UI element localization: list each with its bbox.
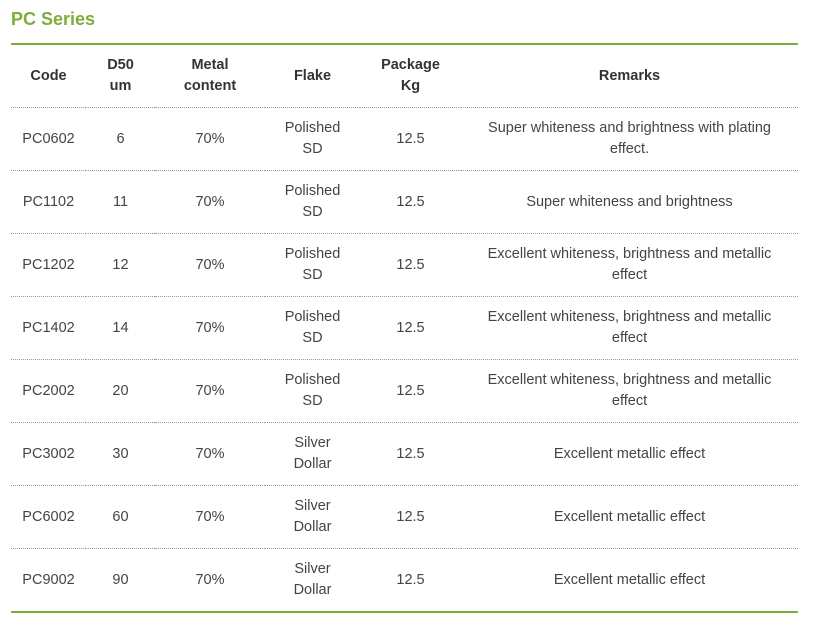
cell-package: 12.5: [360, 107, 461, 171]
cell-metal-content: 70%: [155, 485, 265, 549]
table-row: PC1102 11 70% Polished SD 12.5 Super whiteness…: [11, 170, 798, 234]
cell-package: 12.5: [360, 422, 461, 486]
cell-flake: Polished SD: [265, 233, 360, 297]
table-row: PC1402 14 70% Polished SD 12.5 Excellent white…: [11, 296, 798, 360]
cell-metal-content: 70%: [155, 107, 265, 171]
cell-flake: Silver Dollar: [293, 561, 332, 598]
cell-remarks: Excellent metallic effect: [461, 422, 798, 486]
cell-remarks: Excellent metallic effect: [553, 571, 706, 588]
cell-package: 12.5: [360, 233, 461, 297]
cell-code: PC0602: [11, 107, 86, 171]
cell-metal-content: 70%: [155, 359, 265, 423]
cell-code: PC1202: [11, 233, 86, 297]
header-flake: Flake: [265, 44, 360, 108]
cell-remarks: Super whiteness and brightness with plat…: [461, 107, 798, 171]
cell-flake: Polished SD: [265, 359, 360, 423]
table-row: PC9002 90 70% Silver Dollar 12.5 Excellent met…: [11, 549, 798, 613]
cell-metal-content: 70%: [195, 571, 225, 588]
cell-d50: 30: [86, 422, 155, 486]
header-remarks: Remarks: [461, 44, 798, 108]
cell-d50: 14: [86, 296, 155, 360]
cell-remarks: Excellent whiteness, brightness and meta…: [461, 296, 798, 360]
cell-d50: 6: [86, 107, 155, 171]
cell-flake: Polished SD: [265, 170, 360, 234]
cell-flake: Polished SD: [265, 296, 360, 360]
cell-d50: 12: [86, 233, 155, 297]
cell-flake: Polished SD: [265, 107, 360, 171]
cell-d50: 11: [86, 170, 155, 234]
cell-code: PC6002: [11, 485, 86, 549]
cell-metal-content: 70%: [155, 170, 265, 234]
cell-d50: 60: [86, 485, 155, 549]
cell-code: PC1102: [11, 170, 86, 234]
cell-metal-content: 70%: [155, 422, 265, 486]
header-d50: D50 um: [86, 44, 155, 108]
cell-flake: Silver Dollar: [265, 485, 360, 549]
cell-remarks: Excellent whiteness, brightness and meta…: [461, 233, 798, 297]
cell-remarks: Excellent whiteness, brightness and meta…: [461, 359, 798, 423]
cell-d50: 20: [86, 359, 155, 423]
cell-remarks: Super whiteness and brightness: [461, 170, 798, 234]
header-package: Package Kg: [360, 44, 461, 108]
table-row: PC6002 60 70% Silver Dollar 12.5 Excellent met…: [11, 485, 798, 549]
table-body: PC0602 6 70% Polished SD 12.5 Super whiteness …: [11, 107, 798, 613]
cell-code: PC9002: [22, 571, 75, 588]
table-row: PC2002 20 70% Polished SD 12.5 Excellent white…: [11, 359, 798, 423]
table-row: PC0602 6 70% Polished SD 12.5 Super whiteness …: [11, 107, 798, 171]
cell-code: PC2002: [11, 359, 86, 423]
cell-package: 12.5: [360, 485, 461, 549]
cell-package: 12.5: [360, 296, 461, 360]
cell-d50: 90: [112, 571, 129, 588]
cell-code: PC3002: [11, 422, 86, 486]
cell-metal-content: 70%: [155, 233, 265, 297]
pc-series-table: Code D50 um Metal content Flake Package Kg …: [11, 43, 798, 613]
cell-package: 12.5: [360, 359, 461, 423]
cell-code: PC1402: [11, 296, 86, 360]
cell-metal-content: 70%: [155, 296, 265, 360]
cell-remarks: Excellent metallic effect: [461, 485, 798, 549]
header-metal-content: Metal content: [155, 44, 265, 108]
table-row: PC1202 12 70% Polished SD 12.5 Excellent white…: [11, 233, 798, 297]
cell-package: 12.5: [396, 571, 425, 588]
cell-package: 12.5: [360, 170, 461, 234]
header-row: Code D50 um Metal content Flake Package Kg …: [11, 44, 798, 108]
table-row: PC3002 30 70% Silver Dollar 12.5 Excellent met…: [11, 422, 798, 486]
section-title: PC Series: [11, 9, 96, 29]
header-code: Code: [11, 44, 86, 108]
cell-flake: Silver Dollar: [265, 422, 360, 486]
